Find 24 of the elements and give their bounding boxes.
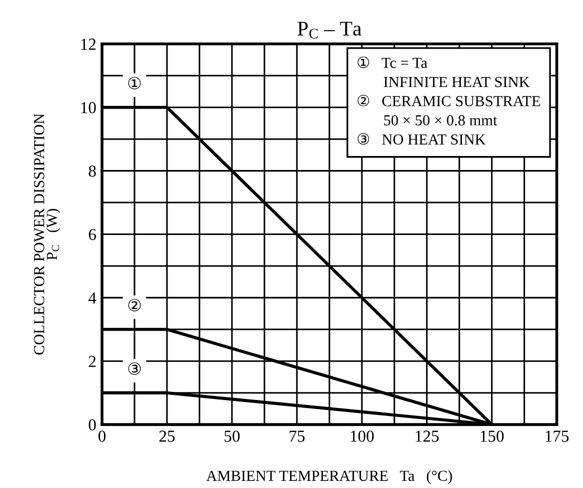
series-label: ① (128, 76, 141, 90)
annotation: ① Tc = Ta INFINITE HEAT SINK (358, 56, 530, 88)
text: COLLECTOR POWER DISSIPATION P$_{C}$ (W) (34, 114, 60, 355)
x-tick-label: 0 (98, 430, 106, 442)
x-tick-label: 150 (480, 430, 504, 442)
annotation: ② CERAMIC SUBSTRATE 50 × 50 × 0.8 mmt (358, 94, 540, 126)
y-tick-label: 2 (88, 356, 96, 367)
x-tick-label: 25 (159, 430, 175, 442)
chart-title: P$_{C}$ – Ta (298, 22, 362, 38)
series-label: ③ (128, 362, 141, 375)
series-label: ② (128, 298, 141, 312)
x-axis-title: AMBIENT TEMPERATURE Ta (°C) (206, 470, 452, 484)
x-tick-label: 125 (416, 430, 439, 442)
x-tick-label: 50 (224, 430, 240, 442)
y-tick-label: 0 (88, 419, 96, 431)
y-tick-label: 6 (88, 228, 96, 240)
y-tick-label: 12 (81, 38, 96, 50)
x-tick-label: 75 (290, 430, 305, 442)
annotation: ③ NO HEAT SINK (358, 133, 486, 145)
y-tick-label: 8 (88, 166, 96, 177)
y-tick-label: 4 (88, 292, 96, 304)
y-tick-label: 10 (81, 102, 96, 114)
x-tick-label: 175 (546, 430, 569, 442)
x-tick-label: 100 (350, 430, 374, 442)
